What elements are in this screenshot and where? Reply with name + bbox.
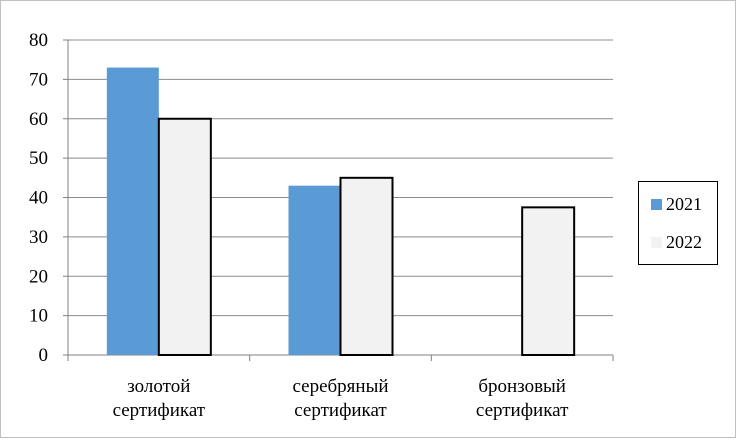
legend-item-2021: 2021: [651, 194, 702, 215]
y-tick-label: 70: [29, 69, 48, 90]
x-tick-label: золотой сертификат: [113, 376, 206, 421]
legend-label-2022: 2022: [666, 232, 702, 252]
legend-label-2021: 2021: [666, 194, 702, 214]
y-tick-label: 10: [29, 306, 48, 327]
y-tick-label: 50: [29, 148, 48, 169]
legend-swatch-2022: [651, 237, 662, 248]
y-tick-label: 80: [29, 30, 48, 51]
y-tick-label: 40: [29, 188, 48, 209]
bar-2021-1: [288, 185, 341, 355]
y-tick-label: 0: [39, 345, 49, 366]
bar-2021-0: [106, 67, 159, 355]
x-tick-label: бронзовый сертификат: [476, 376, 569, 421]
bar-2022-2: [521, 206, 576, 356]
y-tick-label: 20: [29, 266, 48, 287]
bar-2022-1: [339, 176, 394, 356]
bar-2022-0: [157, 117, 212, 356]
chart-legend: 2021 2022: [638, 181, 718, 265]
y-tick-label: 30: [29, 227, 48, 248]
y-tick-label: 60: [29, 109, 48, 130]
x-tick-label: серебряный сертификат: [292, 376, 388, 421]
legend-item-2022: 2022: [651, 232, 702, 253]
legend-swatch-2021: [651, 199, 662, 210]
